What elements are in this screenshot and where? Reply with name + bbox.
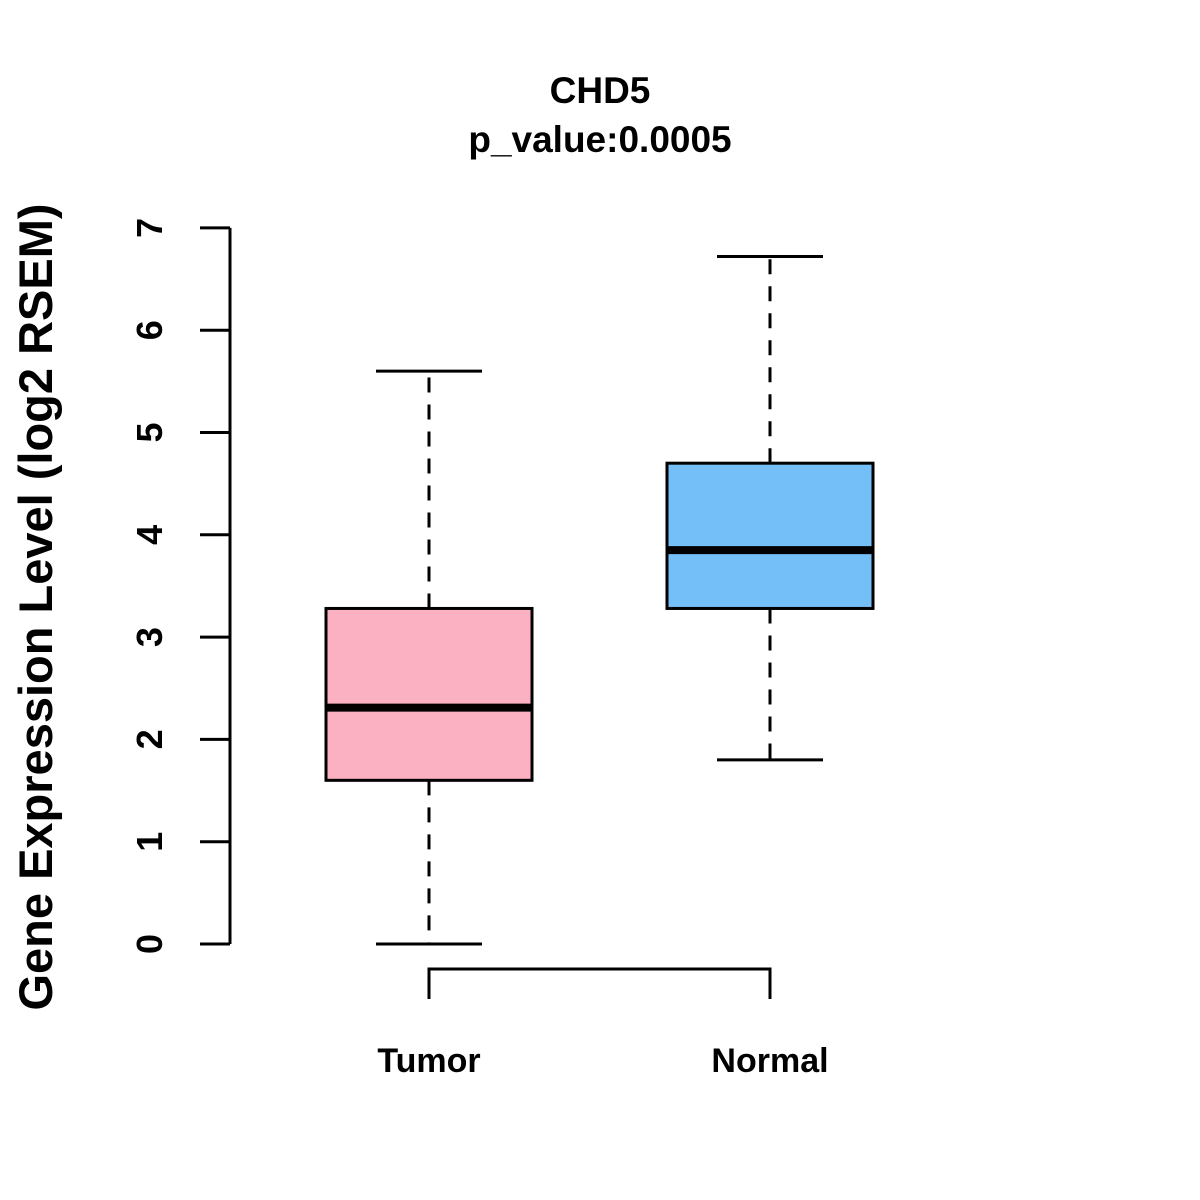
chart-subtitle: p_value:0.0005 bbox=[468, 119, 731, 160]
chart-title: CHD5 bbox=[550, 70, 651, 111]
x-category-label-normal: Normal bbox=[711, 1042, 828, 1080]
box-tumor bbox=[324, 606, 534, 782]
x-axis-bracket bbox=[427, 967, 772, 999]
y-axis-title: Gene Expression Level (log2 RSEM) bbox=[9, 203, 62, 1010]
y-tick-label: 6 bbox=[129, 320, 170, 340]
x-category-label-tumor: Tumor bbox=[377, 1042, 480, 1080]
box-normal bbox=[665, 461, 875, 610]
y-tick-label: 1 bbox=[129, 832, 170, 852]
plot-area: 0 1 2 3 4 5 6 7 Tumor Normal bbox=[129, 218, 875, 1080]
y-tick-label: 5 bbox=[129, 422, 170, 442]
y-tick-label: 3 bbox=[129, 627, 170, 647]
y-tick-label: 4 bbox=[129, 525, 170, 545]
y-tick-label: 0 bbox=[129, 934, 170, 954]
y-tick-label: 7 bbox=[129, 218, 170, 238]
y-tick-label: 2 bbox=[129, 729, 170, 749]
